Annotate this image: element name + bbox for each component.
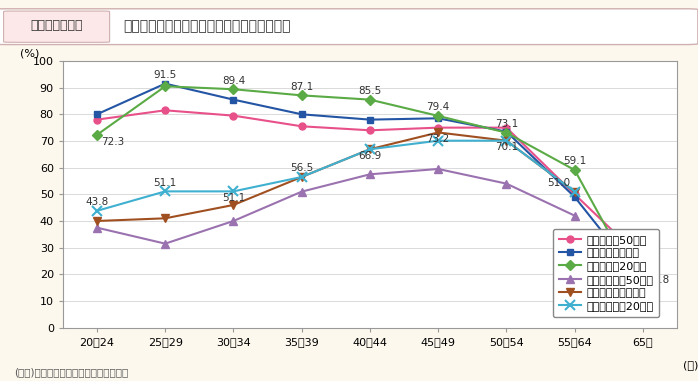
有配偶（平成20年） <box>434 138 443 143</box>
Text: 51.1: 51.1 <box>154 178 177 188</box>
有配偶（平成２年） <box>161 216 170 221</box>
未婚（平成20年） <box>93 133 101 137</box>
FancyBboxPatch shape <box>3 11 110 42</box>
有配偶（昭和50年） <box>161 242 170 246</box>
未婚（平成20年） <box>503 130 511 135</box>
未婚（平成２年） <box>93 112 101 117</box>
Text: (歳): (歳) <box>683 360 698 370</box>
Text: 70.1: 70.1 <box>495 142 518 152</box>
Legend: 未婚（昭和50年）, 未婚（平成２年）, 未婚（平成20年）, 有配偶（昭和50年）, 有配偶（平成２年）, 有配偶（平成20年）: 未婚（昭和50年）, 未婚（平成２年）, 未婚（平成20年）, 有配偶（昭和50… <box>554 229 659 317</box>
Line: 有配偶（昭和50年）: 有配偶（昭和50年） <box>93 165 579 248</box>
Line: 未婚（平成20年）: 未婚（平成20年） <box>94 83 646 298</box>
未婚（昭和50年） <box>434 125 443 130</box>
未婚（平成20年） <box>229 87 237 91</box>
有配偶（平成２年） <box>570 189 579 194</box>
Line: 有配偶（平成２年）: 有配偶（平成２年） <box>93 128 579 225</box>
Text: 12.5: 12.5 <box>631 296 655 306</box>
有配偶（昭和50年） <box>297 189 306 194</box>
Line: 未婚（平成２年）: 未婚（平成２年） <box>94 80 646 287</box>
有配偶（平成２年） <box>434 130 443 135</box>
有配偶（昭和50年） <box>229 219 237 223</box>
Text: 第１－２－７図: 第１－２－７図 <box>31 19 83 32</box>
有配偶（平成20年） <box>93 208 101 213</box>
Text: 16.8: 16.8 <box>647 275 670 285</box>
Text: 85.5: 85.5 <box>358 86 382 96</box>
Text: (%): (%) <box>20 48 39 58</box>
未婚（昭和50年） <box>570 192 579 197</box>
有配偶（平成20年） <box>297 175 306 179</box>
FancyBboxPatch shape <box>0 9 698 45</box>
有配偶（平成２年） <box>93 219 101 223</box>
有配偶（平成２年） <box>503 138 511 143</box>
未婚（平成２年） <box>639 280 647 285</box>
有配偶（平成20年） <box>366 147 374 152</box>
有配偶（平成20年） <box>570 189 579 194</box>
Text: 配偶関係別女性の年齢階級別労働力率の推移: 配偶関係別女性の年齢階級別労働力率の推移 <box>124 19 291 33</box>
有配偶（昭和50年） <box>93 226 101 230</box>
有配偶（昭和50年） <box>503 181 511 186</box>
未婚（昭和50年） <box>93 117 101 122</box>
有配偶（平成２年） <box>297 175 306 179</box>
有配偶（昭和50年） <box>366 172 374 177</box>
未婚（平成２年） <box>503 130 511 134</box>
未婚（昭和50年） <box>639 258 647 262</box>
Text: 79.4: 79.4 <box>426 102 450 112</box>
Text: 89.4: 89.4 <box>222 76 245 86</box>
未婚（平成２年） <box>366 117 374 122</box>
未婚（昭和50年） <box>229 114 237 118</box>
未婚（平成２年） <box>161 82 170 86</box>
Text: 51.1: 51.1 <box>222 193 245 203</box>
未婚（平成20年） <box>161 84 170 89</box>
未婚（平成２年） <box>297 112 306 117</box>
未婚（昭和50年） <box>366 128 374 133</box>
未婚（昭和50年） <box>503 125 511 130</box>
未婚（平成２年） <box>570 195 579 199</box>
未婚（昭和50年） <box>161 108 170 113</box>
未婚（昭和50年） <box>297 124 306 129</box>
未婚（平成20年） <box>366 98 374 102</box>
未婚（平成20年） <box>297 93 306 98</box>
有配偶（平成20年） <box>503 138 511 143</box>
Text: 59.1: 59.1 <box>563 157 586 166</box>
未婚（平成２年） <box>229 98 237 102</box>
有配偶（平成２年） <box>366 147 374 152</box>
Text: 43.8: 43.8 <box>85 197 109 207</box>
有配偶（昭和50年） <box>570 213 579 218</box>
Text: 87.1: 87.1 <box>290 82 313 92</box>
Text: 51.0: 51.0 <box>547 178 570 188</box>
Text: 66.9: 66.9 <box>358 151 382 161</box>
未婚（平成20年） <box>434 114 443 118</box>
Text: 72.3: 72.3 <box>101 136 124 147</box>
有配偶（平成20年） <box>161 189 170 194</box>
Text: 73.1: 73.1 <box>495 119 518 129</box>
Text: 73.2: 73.2 <box>426 134 450 144</box>
有配偶（平成20年） <box>229 189 237 194</box>
Line: 未婚（昭和50年）: 未婚（昭和50年） <box>94 107 646 263</box>
Line: 有配偶（平成20年）: 有配偶（平成20年） <box>92 136 579 216</box>
有配偶（昭和50年） <box>434 167 443 171</box>
Text: 56.5: 56.5 <box>290 163 313 173</box>
Text: (備考)総務省「労働力調査」より作成。: (備考)総務省「労働力調査」より作成。 <box>14 367 128 377</box>
Text: 91.5: 91.5 <box>154 70 177 80</box>
未婚（平成２年） <box>434 116 443 121</box>
未婚（平成20年） <box>639 292 647 296</box>
未婚（平成20年） <box>570 168 579 172</box>
有配偶（平成２年） <box>229 203 237 207</box>
